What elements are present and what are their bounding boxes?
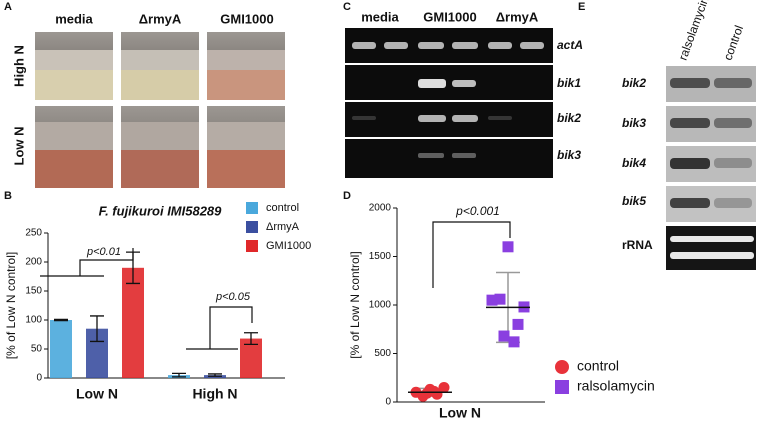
- y-tick-label: 50: [31, 344, 43, 355]
- y-tick-label: 250: [25, 228, 42, 239]
- gene-label: bik2: [622, 76, 646, 90]
- gene-label: bik4: [622, 156, 646, 170]
- gene-label: actA: [557, 38, 583, 52]
- legend-label: ΔrmyA: [266, 221, 300, 233]
- x-tick-label: Low N: [76, 386, 118, 402]
- point: [486, 294, 498, 306]
- y-tick-label: 2000: [369, 203, 392, 214]
- column-header: media: [55, 11, 93, 26]
- point: [438, 381, 450, 393]
- legend-label: GMI1000: [266, 240, 311, 252]
- panel-label: E: [578, 1, 585, 13]
- flask-photos: [35, 32, 285, 188]
- y-tick-label: 0: [385, 397, 391, 408]
- column-header: ΔrmyA: [496, 9, 539, 24]
- gene-label: bik2: [557, 111, 581, 125]
- error-bar: [208, 373, 222, 377]
- error-bar: [172, 372, 186, 378]
- x-tick-label: Low N: [439, 405, 481, 421]
- chart-title: F. fujikuroi IMI58289: [99, 203, 223, 218]
- error-bar: [126, 251, 140, 285]
- y-tick-label: 150: [25, 286, 42, 297]
- point: [498, 330, 510, 342]
- y-tick-label: 100: [25, 315, 42, 326]
- error-bar: [54, 318, 68, 322]
- point: [428, 385, 440, 397]
- point: [494, 293, 506, 305]
- column-header: media: [361, 9, 399, 24]
- panel-label: A: [4, 1, 12, 13]
- point: [508, 336, 520, 348]
- legend-swatch: [555, 360, 569, 374]
- column-header: control: [721, 23, 746, 62]
- column-header: GMI1000: [423, 9, 476, 24]
- y-tick-label: 200: [25, 257, 42, 268]
- panel-label: B: [4, 190, 12, 202]
- panel-label: D: [343, 190, 351, 202]
- error-bar: [244, 332, 258, 346]
- bar: [240, 338, 262, 378]
- gene-label: bik3: [557, 148, 581, 162]
- gel: [345, 28, 553, 178]
- gene-label: bik3: [622, 116, 646, 130]
- y-tick-label: 1500: [369, 251, 392, 262]
- x-tick-label: High N: [192, 386, 237, 402]
- y-axis-label: [% of Low N control]: [348, 251, 362, 358]
- panel-label: C: [343, 1, 351, 13]
- legend-swatch: [246, 202, 258, 214]
- y-tick-label: 500: [374, 348, 391, 359]
- point: [512, 318, 524, 330]
- error-bar: [90, 315, 104, 343]
- column-header: ralsolamycin: [676, 0, 712, 62]
- gene-label: rRNA: [622, 238, 653, 252]
- legend-label: control: [577, 358, 619, 374]
- bar: [50, 320, 72, 378]
- point: [502, 241, 514, 253]
- legend-swatch: [246, 221, 258, 233]
- column-header: ΔrmyA: [139, 11, 182, 26]
- row-header: High N: [11, 45, 26, 87]
- gene-label: bik1: [557, 76, 581, 90]
- northern-blot: [666, 66, 756, 270]
- legend-swatch: [246, 240, 258, 252]
- y-tick-label: 1000: [369, 300, 392, 311]
- annotation: p<0.05: [215, 291, 251, 303]
- annotation: p<0.01: [86, 246, 121, 258]
- gene-label: bik5: [622, 194, 646, 208]
- y-axis-label: [% of Low N control]: [4, 252, 18, 359]
- row-header: Low N: [11, 127, 26, 166]
- y-tick-label: 0: [36, 373, 42, 384]
- annotation: p<0.001: [455, 204, 500, 218]
- bar: [122, 267, 144, 378]
- legend-label: ralsolamycin: [577, 378, 655, 394]
- legend-swatch: [555, 380, 569, 394]
- column-header: GMI1000: [220, 11, 273, 26]
- legend-label: control: [266, 202, 299, 214]
